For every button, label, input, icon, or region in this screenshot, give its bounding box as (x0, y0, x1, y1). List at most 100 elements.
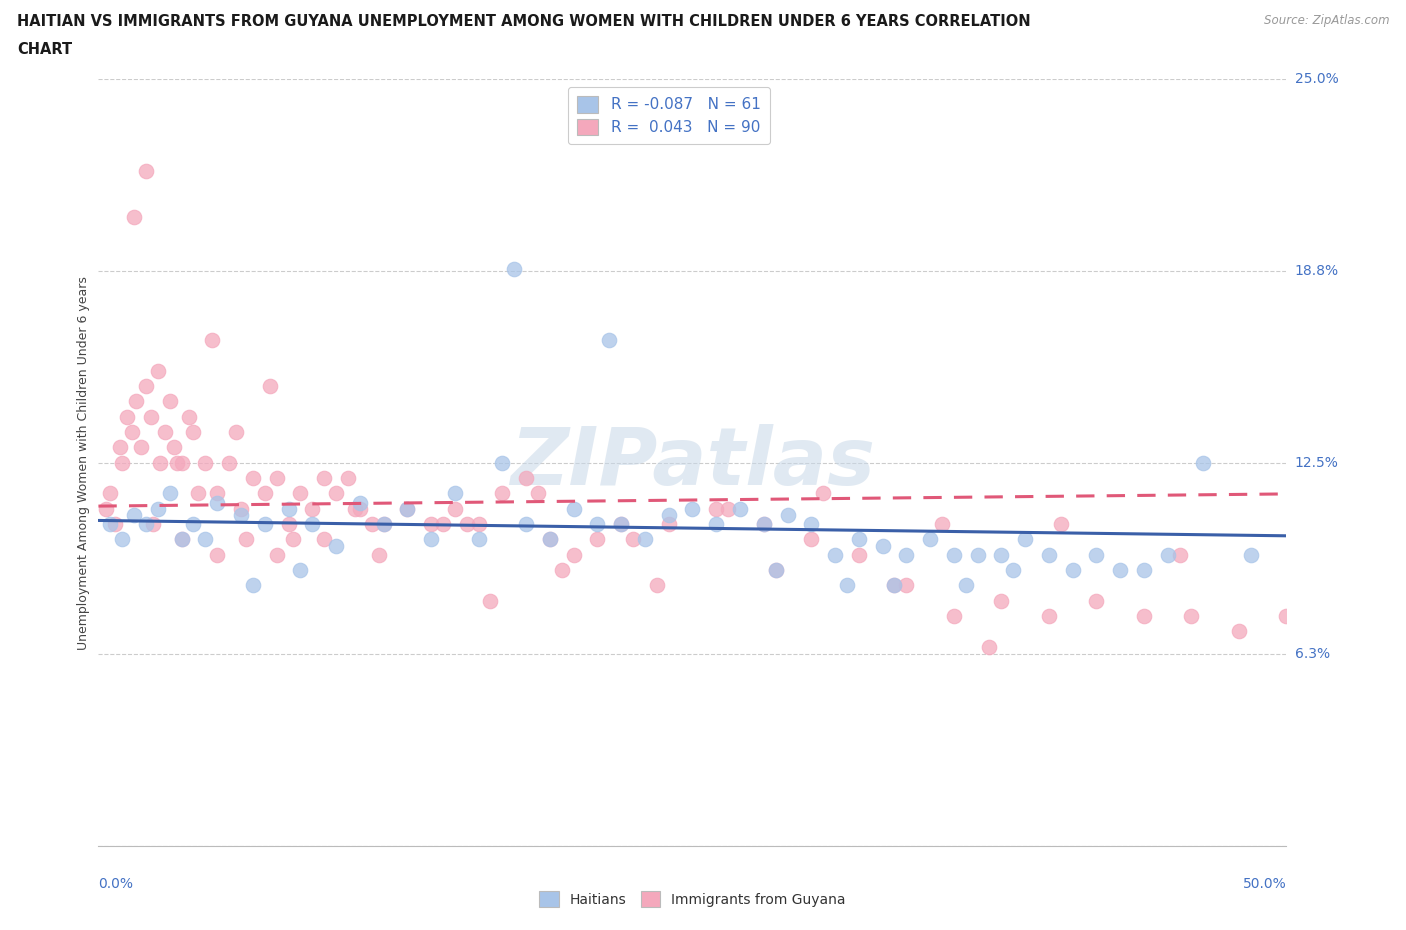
Point (491, 486, 513, 501)
Point (253, 517, 276, 532)
Point (1227, 624, 1250, 639)
Point (135, 379, 157, 393)
Point (1168, 547, 1191, 562)
Point (187, 486, 209, 501)
Point (205, 486, 228, 501)
Point (538, 532, 561, 547)
Text: HAITIAN VS IMMIGRANTS FROM GUYANA UNEMPLOYMENT AMONG WOMEN WITH CHILDREN UNDER 6: HAITIAN VS IMMIGRANTS FROM GUYANA UNEMPL… (17, 14, 1031, 29)
Point (990, 593, 1012, 608)
Point (396, 501, 419, 516)
Point (1109, 563, 1132, 578)
Text: 6.3%: 6.3% (1295, 647, 1330, 661)
Point (776, 508, 799, 523)
Point (883, 578, 905, 593)
Point (159, 394, 181, 409)
Point (942, 547, 965, 562)
Point (266, 547, 288, 562)
Point (170, 456, 193, 471)
Point (848, 532, 870, 547)
Point (1275, 609, 1298, 624)
Point (1085, 593, 1108, 608)
Text: 12.5%: 12.5% (1295, 456, 1339, 470)
Point (125, 394, 148, 409)
Point (456, 517, 478, 532)
Point (98, 517, 121, 532)
Point (491, 456, 513, 471)
Point (1038, 609, 1060, 624)
Point (1156, 547, 1178, 562)
Point (1133, 609, 1156, 624)
Point (1133, 563, 1156, 578)
Point (765, 563, 787, 578)
Point (658, 517, 681, 532)
Text: 25.0%: 25.0% (1295, 72, 1339, 86)
Point (444, 486, 467, 501)
Text: 0.0%: 0.0% (98, 877, 134, 891)
Point (717, 501, 740, 516)
Point (1002, 563, 1025, 578)
Point (1085, 547, 1108, 562)
Point (479, 593, 502, 608)
Point (194, 456, 217, 471)
Point (610, 517, 633, 532)
Point (990, 547, 1012, 562)
Point (108, 440, 131, 455)
Point (218, 456, 240, 471)
Point (314, 471, 336, 485)
Point (367, 547, 389, 562)
Point (325, 486, 347, 501)
Point (942, 609, 965, 624)
Point (645, 578, 668, 593)
Point (166, 456, 188, 471)
Point (1062, 563, 1084, 578)
Point (177, 409, 200, 424)
Point (121, 425, 143, 440)
Point (704, 501, 727, 516)
Point (562, 547, 585, 562)
Point (94, 501, 117, 516)
Point (752, 517, 775, 532)
Point (163, 440, 186, 455)
Point (266, 471, 288, 485)
Point (955, 578, 977, 593)
Point (835, 578, 858, 593)
Point (824, 547, 846, 562)
Point (229, 508, 252, 523)
Point (896, 578, 918, 593)
Point (373, 517, 395, 532)
Point (634, 532, 657, 547)
Point (277, 517, 299, 532)
Point (183, 425, 205, 440)
Point (129, 440, 152, 455)
Legend: Haitians, Immigrants from Guyana: Haitians, Immigrants from Guyana (534, 886, 851, 912)
Point (201, 333, 224, 348)
Point (586, 532, 609, 547)
Point (1180, 609, 1202, 624)
Point (153, 425, 176, 440)
Point (349, 495, 371, 510)
Point (290, 486, 312, 501)
Text: ZIPatlas: ZIPatlas (510, 424, 875, 501)
Point (1240, 547, 1263, 562)
Point (253, 486, 276, 501)
Point (610, 517, 633, 532)
Point (373, 517, 395, 532)
Point (467, 517, 489, 532)
Point (551, 563, 574, 578)
Point (896, 547, 918, 562)
Point (205, 547, 228, 562)
Point (467, 532, 489, 547)
Point (872, 538, 894, 553)
Point (920, 532, 942, 547)
Point (170, 532, 193, 547)
Point (135, 164, 157, 179)
Point (183, 517, 205, 532)
Point (800, 532, 823, 547)
Point (98, 486, 121, 501)
Point (800, 517, 823, 532)
Point (235, 532, 257, 547)
Point (242, 578, 264, 593)
Point (1038, 547, 1060, 562)
Point (336, 471, 359, 485)
Point (658, 508, 681, 523)
